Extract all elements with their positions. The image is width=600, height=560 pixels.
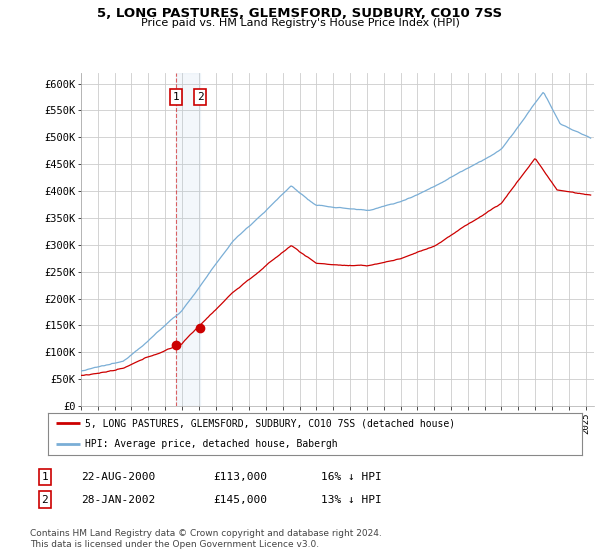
- Text: £145,000: £145,000: [213, 494, 267, 505]
- Text: 28-JAN-2002: 28-JAN-2002: [81, 494, 155, 505]
- Text: £113,000: £113,000: [213, 472, 267, 482]
- Text: 1: 1: [172, 92, 179, 102]
- Text: Contains HM Land Registry data © Crown copyright and database right 2024.
This d: Contains HM Land Registry data © Crown c…: [30, 529, 382, 549]
- Text: 5, LONG PASTURES, GLEMSFORD, SUDBURY, CO10 7SS (detached house): 5, LONG PASTURES, GLEMSFORD, SUDBURY, CO…: [85, 418, 455, 428]
- Text: 1: 1: [41, 472, 49, 482]
- Text: 2: 2: [41, 494, 49, 505]
- Text: HPI: Average price, detached house, Babergh: HPI: Average price, detached house, Babe…: [85, 439, 338, 449]
- Text: 22-AUG-2000: 22-AUG-2000: [81, 472, 155, 482]
- Text: 2: 2: [197, 92, 203, 102]
- Bar: [176, 73, 200, 406]
- Text: Price paid vs. HM Land Registry's House Price Index (HPI): Price paid vs. HM Land Registry's House …: [140, 18, 460, 29]
- Text: 5, LONG PASTURES, GLEMSFORD, SUDBURY, CO10 7SS: 5, LONG PASTURES, GLEMSFORD, SUDBURY, CO…: [97, 7, 503, 20]
- Text: 16% ↓ HPI: 16% ↓ HPI: [321, 472, 382, 482]
- Text: 13% ↓ HPI: 13% ↓ HPI: [321, 494, 382, 505]
